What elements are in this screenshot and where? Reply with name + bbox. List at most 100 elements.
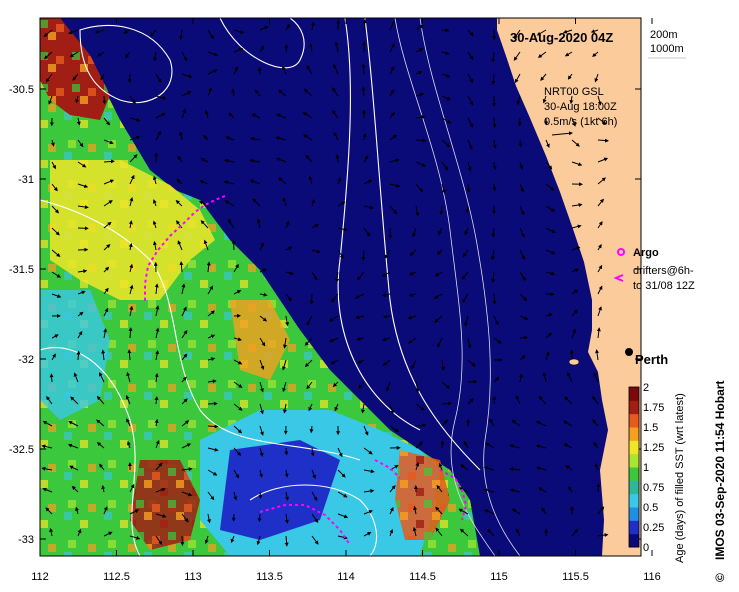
current-vector bbox=[597, 177, 606, 185]
current-vector bbox=[181, 491, 193, 497]
current-scale-arrow bbox=[551, 131, 573, 136]
current-vector bbox=[251, 113, 261, 119]
current-vector bbox=[259, 403, 264, 415]
current-vector bbox=[96, 441, 105, 449]
current-vector bbox=[276, 113, 287, 119]
current-vector bbox=[285, 293, 292, 302]
current-vector bbox=[233, 359, 243, 365]
current-vector bbox=[284, 535, 289, 547]
current-vector bbox=[206, 261, 211, 273]
current-vector bbox=[389, 89, 395, 97]
colorbar-segment bbox=[629, 400, 639, 415]
current-vector bbox=[278, 177, 287, 185]
current-vector bbox=[101, 485, 106, 493]
current-vector bbox=[461, 271, 469, 280]
current-vector bbox=[225, 136, 235, 141]
current-vector bbox=[467, 51, 474, 61]
current-vector bbox=[207, 379, 217, 384]
current-vector bbox=[486, 528, 495, 537]
current-vector bbox=[77, 269, 88, 274]
current-vector bbox=[103, 200, 113, 207]
current-vector bbox=[511, 419, 521, 427]
current-vector bbox=[537, 51, 547, 58]
current-vector bbox=[536, 421, 547, 427]
current-vector bbox=[542, 95, 547, 104]
current-vector bbox=[154, 372, 159, 383]
current-vector bbox=[437, 337, 443, 348]
colorbar-segment bbox=[629, 427, 639, 441]
current-vector bbox=[207, 310, 215, 317]
current-vector bbox=[308, 403, 313, 412]
current-vector bbox=[51, 353, 56, 361]
current-vector bbox=[258, 491, 263, 499]
current-vector bbox=[509, 444, 521, 449]
colorbar-ticks: 2 1.75 1.5 1.25 1 0.75 0.5 0.25 0 bbox=[643, 382, 664, 554]
current-vector bbox=[519, 183, 524, 193]
current-vector bbox=[77, 205, 89, 210]
current-vector bbox=[45, 73, 53, 83]
current-vector bbox=[72, 73, 79, 81]
current-vectors bbox=[41, 19, 609, 547]
current-vector bbox=[200, 220, 209, 229]
current-vector bbox=[155, 73, 162, 84]
current-vector bbox=[305, 154, 313, 163]
colorbar-tick-2: 2 bbox=[643, 382, 649, 394]
current-vector bbox=[331, 293, 339, 303]
current-vector bbox=[545, 227, 556, 233]
current-vector bbox=[332, 87, 339, 97]
current-vector bbox=[335, 271, 340, 283]
current-vector bbox=[415, 138, 427, 143]
current-vector bbox=[99, 372, 105, 383]
current-vector bbox=[202, 134, 209, 141]
current-vector bbox=[41, 444, 53, 449]
current-vector bbox=[127, 349, 132, 361]
current-vector bbox=[103, 328, 108, 339]
current-vector bbox=[441, 161, 449, 171]
current-vector bbox=[519, 161, 524, 170]
lat-label--32.5: -32.5 bbox=[9, 444, 34, 456]
current-vector bbox=[389, 425, 400, 433]
current-vector bbox=[389, 403, 394, 415]
current-vector bbox=[233, 403, 243, 411]
current-vector bbox=[415, 24, 424, 31]
current-vector bbox=[285, 315, 290, 327]
current-vector bbox=[311, 224, 319, 229]
current-vector bbox=[233, 469, 240, 479]
current-vector bbox=[95, 29, 105, 34]
current-vector bbox=[571, 309, 578, 317]
current-vector bbox=[464, 315, 469, 327]
current-vector bbox=[389, 158, 400, 163]
current-vector bbox=[435, 506, 443, 515]
current-vector bbox=[150, 29, 157, 37]
current-vector bbox=[571, 246, 581, 251]
argo-symbol bbox=[617, 248, 625, 256]
current-vector bbox=[249, 136, 261, 141]
current-vector bbox=[128, 242, 133, 251]
perth-label: Perth bbox=[635, 352, 668, 367]
current-vector bbox=[493, 315, 499, 326]
current-vector bbox=[224, 200, 235, 207]
current-vector bbox=[389, 66, 395, 75]
rottnest-island bbox=[568, 358, 580, 366]
current-vector bbox=[76, 350, 81, 361]
current-vector bbox=[463, 440, 469, 449]
current-vector bbox=[257, 66, 262, 75]
current-vector bbox=[129, 154, 138, 163]
current-vector bbox=[408, 271, 417, 276]
current-vector bbox=[545, 313, 553, 317]
current-vector bbox=[415, 381, 420, 393]
current-vector bbox=[467, 359, 476, 367]
current-vector bbox=[43, 29, 53, 38]
current-vector bbox=[467, 117, 473, 128]
current-vector bbox=[363, 447, 373, 455]
current-vector bbox=[597, 157, 609, 163]
current-vector bbox=[310, 21, 315, 31]
current-vector bbox=[181, 283, 186, 295]
current-vector bbox=[467, 29, 474, 37]
current-vector bbox=[337, 249, 344, 259]
current-vector bbox=[536, 466, 547, 471]
current-vector bbox=[259, 26, 269, 31]
current-vector bbox=[203, 239, 209, 251]
current-vector bbox=[99, 463, 105, 471]
current-vector bbox=[207, 334, 216, 339]
